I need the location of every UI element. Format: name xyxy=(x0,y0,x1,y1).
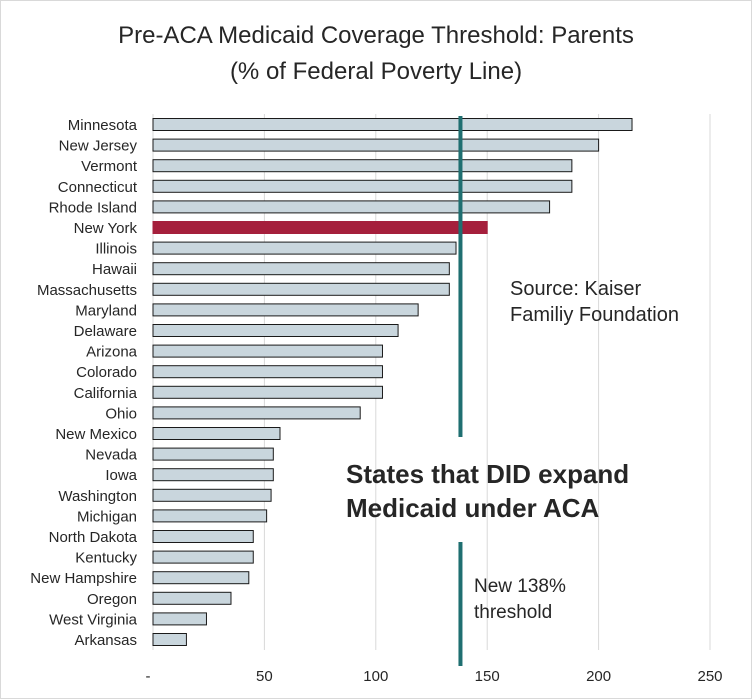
category-label: New Jersey xyxy=(59,138,138,155)
bar xyxy=(152,138,600,152)
x-tick-label: 200 xyxy=(586,668,611,685)
x-tick-labels: - 50 100 150 200 250 xyxy=(146,668,723,685)
category-label: Colorado xyxy=(76,364,137,381)
category-label: New Mexico xyxy=(55,426,137,443)
category-label: Arizona xyxy=(86,344,138,361)
bar xyxy=(152,385,383,399)
category-label: Kentucky xyxy=(75,550,137,567)
bar xyxy=(152,179,573,193)
bar xyxy=(152,324,399,337)
category-labels: Minnesota New Jersey Vermont Connecticut Rho… xyxy=(30,117,138,649)
source-note-line: Source: Kaiser xyxy=(510,278,642,300)
x-tick-label: 100 xyxy=(363,668,388,685)
category-label: Connecticut xyxy=(58,179,138,196)
bar xyxy=(152,365,383,379)
bar xyxy=(152,509,268,523)
category-label: Nevada xyxy=(85,447,137,464)
chart-title: Pre-ACA Medicaid Coverage Threshold: Par… xyxy=(118,22,634,49)
category-label: California xyxy=(74,385,138,402)
category-label: Rhode Island xyxy=(49,199,137,216)
bar xyxy=(152,591,232,605)
category-label: Oregon xyxy=(87,591,137,608)
category-label: Maryland xyxy=(75,302,137,319)
bars xyxy=(152,118,633,646)
bar xyxy=(152,488,272,502)
bar xyxy=(152,550,254,564)
expansion-note-line: Medicaid under ACA xyxy=(346,493,600,523)
bar xyxy=(152,282,450,296)
bar xyxy=(152,200,551,214)
gridlines xyxy=(152,114,711,650)
threshold-note-line: threshold xyxy=(474,602,553,623)
x-tick-label: - xyxy=(146,668,151,685)
category-label: Hawaii xyxy=(92,261,137,278)
category-label: Illinois xyxy=(95,241,137,258)
category-label: Iowa xyxy=(105,467,137,484)
bar xyxy=(152,633,187,646)
category-label: North Dakota xyxy=(49,529,138,546)
bar xyxy=(152,612,207,626)
expansion-note: States that DID expand Medicaid under AC… xyxy=(346,457,666,525)
bar xyxy=(152,468,274,482)
x-tick-label: 150 xyxy=(475,668,500,685)
x-tick-label: 50 xyxy=(256,668,273,685)
source-note-line: Familiy Foundation xyxy=(510,304,679,326)
bar xyxy=(152,241,457,255)
bar xyxy=(152,344,383,358)
bar xyxy=(152,262,450,276)
category-label: Delaware xyxy=(74,323,137,340)
bar xyxy=(152,118,633,131)
source-note: Source: Kaiser Familiy Foundation xyxy=(510,276,730,328)
category-label: West Virginia xyxy=(49,611,137,628)
expansion-note-line: States that DID expand xyxy=(346,459,630,489)
bar xyxy=(152,447,274,461)
category-label: New York xyxy=(74,220,138,237)
bar xyxy=(152,530,254,543)
bar xyxy=(152,159,573,173)
category-label: Washington xyxy=(58,488,137,505)
x-tick-label: 250 xyxy=(697,668,722,685)
threshold-note-line: New 138% xyxy=(474,576,566,597)
category-label: Vermont xyxy=(81,158,138,175)
bar xyxy=(152,303,419,317)
bar xyxy=(152,571,250,585)
category-label: New Hampshire xyxy=(30,570,137,587)
chart-subtitle: (% of Federal Poverty Line) xyxy=(229,58,523,85)
threshold-note: New 138% threshold xyxy=(474,574,634,626)
category-label: Massachusetts xyxy=(37,282,137,299)
bar xyxy=(152,427,281,440)
bar-highlight xyxy=(152,221,488,234)
bar xyxy=(152,406,361,420)
category-label: Arkansas xyxy=(74,632,137,649)
category-label: Michigan xyxy=(77,508,137,525)
category-label: Ohio xyxy=(105,405,137,422)
category-label: Minnesota xyxy=(68,117,138,134)
